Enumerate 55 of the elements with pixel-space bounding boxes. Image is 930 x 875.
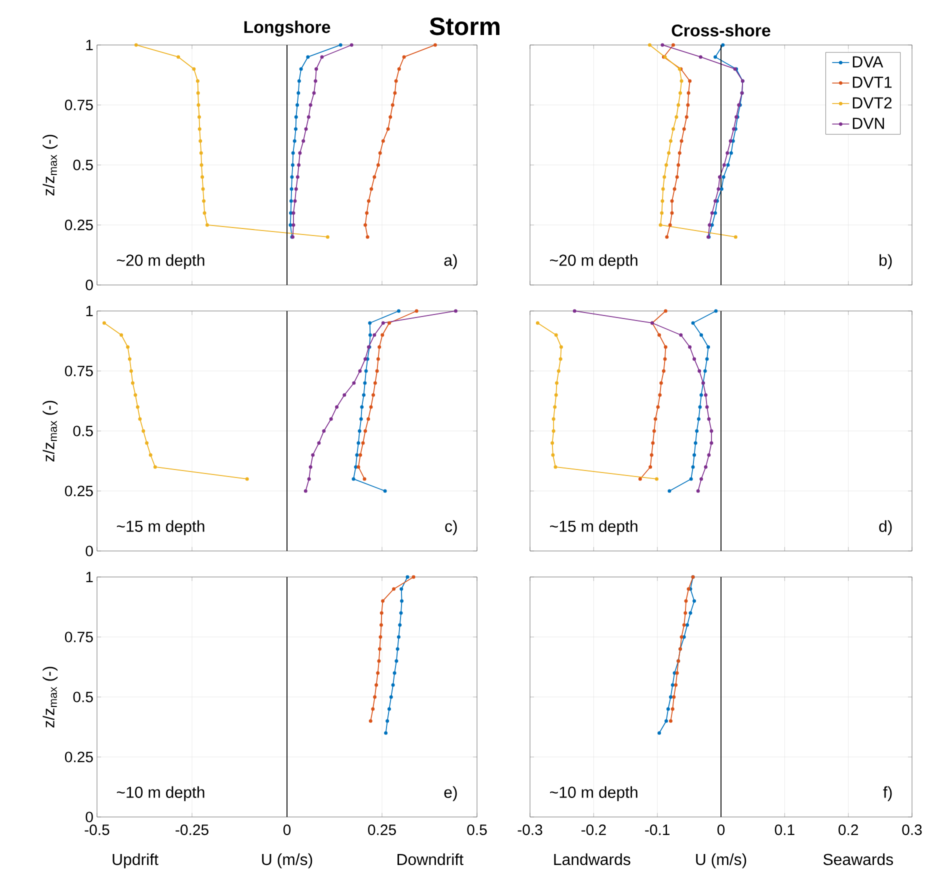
x-tick-label: 0.3: [902, 824, 922, 836]
x-tick-label: -0.5: [84, 824, 110, 836]
x-tick-label: 0.5: [467, 824, 487, 836]
x-axis-title: U (m/s): [262, 853, 312, 868]
y-tick-label: 0.25: [64, 752, 93, 762]
y-tick-label: 0.25: [64, 220, 93, 230]
y-tick-label: 0.25: [64, 486, 93, 496]
x-tick-label: 0.1: [774, 824, 794, 836]
annotation: a): [444, 254, 457, 270]
y-tick-label: 0.75: [64, 632, 93, 642]
legend-label: DVA: [852, 56, 884, 68]
y-tick-label: 0.75: [64, 366, 93, 376]
y-tick-label: 0.5: [73, 426, 93, 436]
text: Seawards: [823, 853, 893, 866]
y-tick-label: 0: [86, 280, 93, 290]
annotation: ~10 m depth: [550, 786, 638, 802]
annotation: c): [445, 520, 457, 536]
annotation: f): [883, 786, 892, 802]
text: Landwards: [554, 853, 630, 866]
y-tick-label: 0: [86, 812, 93, 822]
y-tick-label: 1: [86, 40, 93, 50]
x-tick-label: 0: [283, 824, 291, 836]
x-tick-label: 0: [717, 824, 725, 836]
chart-subtitle: Longshore: [244, 20, 330, 36]
annotation: ~15 m depth: [550, 520, 638, 536]
annotation: ~20 m depth: [116, 254, 204, 270]
y-tick-label: 1: [86, 572, 93, 582]
y-axis-title: z/z$_{max}$ (-): [42, 134, 58, 196]
annotation: ~15 m depth: [116, 520, 204, 536]
y-tick-label: 0.75: [64, 100, 93, 110]
annotation: ~10 m depth: [116, 786, 204, 802]
x-tick-label: -0.2: [581, 824, 606, 836]
chart-title: Storm: [430, 18, 500, 36]
y-tick-label: 1: [86, 306, 93, 316]
legend-label: DVN: [852, 118, 884, 129]
legend-label: DVT1: [852, 76, 892, 88]
chart-subtitle: Cross-shore: [672, 24, 770, 36]
legend-label: DVT2: [852, 97, 892, 108]
annotation: ~20 m depth: [550, 254, 638, 270]
annotation: e): [444, 786, 457, 802]
x-tick-label: 0.25: [368, 824, 396, 836]
x-tick-label: -0.1: [645, 824, 670, 836]
y-axis-title: z/z$_{max}$ (-): [42, 666, 58, 728]
annotation: b): [880, 254, 892, 270]
x-tick-label: -0.25: [176, 824, 208, 836]
text: Downdrift: [398, 853, 464, 866]
annotation: d): [879, 520, 892, 536]
y-tick-label: 0.5: [73, 692, 93, 702]
x-axis-title: U (m/s): [696, 853, 746, 868]
x-tick-label: -0.3: [518, 824, 542, 836]
y-tick-label: 0.5: [73, 160, 93, 170]
y-axis-title: z/z$_{max}$ (-): [42, 400, 58, 462]
x-tick-label: 0.2: [838, 824, 858, 836]
text: Updrift: [112, 853, 158, 868]
y-tick-label: 0: [86, 546, 93, 556]
